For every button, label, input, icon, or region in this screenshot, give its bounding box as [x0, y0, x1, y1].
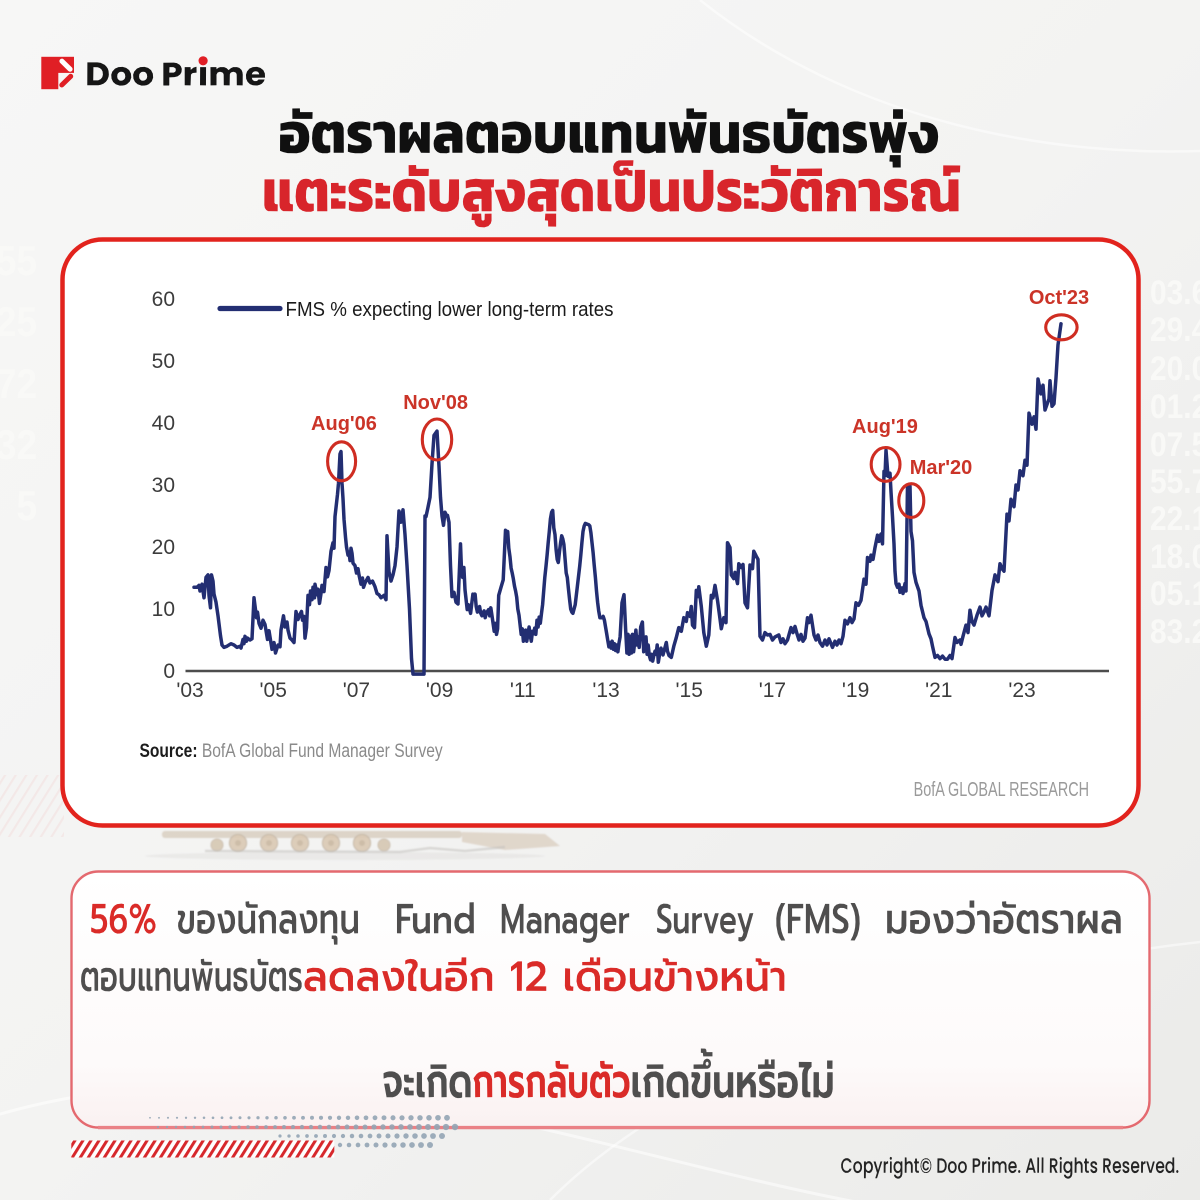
svg-text:20.0: 20.0 [1150, 349, 1200, 387]
svg-text:50: 50 [152, 350, 175, 373]
svg-text:2.55: 2.55 [0, 238, 37, 285]
svg-text:18.0: 18.0 [1150, 537, 1200, 575]
svg-text:'07: '07 [343, 679, 370, 702]
svg-text:03.6: 03.6 [1150, 273, 1200, 311]
svg-text:Nov'08: Nov'08 [403, 392, 468, 414]
svg-text:'09: '09 [426, 679, 453, 702]
svg-text:Aug'19: Aug'19 [852, 416, 918, 438]
svg-text:'11: '11 [510, 679, 536, 702]
svg-text:FMS % expecting lower long-ter: FMS % expecting lower long-term rates [286, 298, 614, 321]
svg-text:5: 5 [16, 483, 37, 530]
svg-text:83.2: 83.2 [1150, 612, 1200, 650]
svg-text:01.2: 01.2 [1150, 387, 1200, 425]
svg-text:'19: '19 [842, 679, 869, 702]
svg-text:'13: '13 [592, 679, 619, 702]
svg-text:40: 40 [152, 412, 175, 435]
svg-text:0: 0 [163, 660, 175, 683]
svg-text:'05: '05 [260, 679, 287, 702]
svg-text:'03: '03 [176, 679, 203, 702]
svg-text:10: 10 [152, 598, 175, 621]
svg-text:72: 72 [0, 361, 37, 408]
svg-text:25: 25 [0, 299, 37, 346]
svg-text:29.4: 29.4 [1150, 310, 1200, 348]
svg-text:'23: '23 [1008, 679, 1035, 702]
svg-text:Source: BofA Global Fund Manag: Source: BofA Global Fund Manager Survey [140, 739, 443, 761]
svg-text:20: 20 [152, 536, 175, 559]
svg-text:07.5: 07.5 [1150, 425, 1200, 463]
svg-text:'15: '15 [676, 679, 703, 702]
svg-text:'17: '17 [759, 679, 786, 702]
svg-text:'21: '21 [925, 679, 952, 702]
svg-text:55.7: 55.7 [1150, 462, 1200, 500]
svg-text:Aug'06: Aug'06 [311, 413, 377, 435]
svg-text:32: 32 [0, 422, 37, 469]
svg-text:60: 60 [152, 288, 175, 311]
svg-text:30: 30 [152, 474, 175, 497]
svg-text:Mar'20: Mar'20 [910, 457, 973, 479]
svg-text:BofA GLOBAL RESEARCH: BofA GLOBAL RESEARCH [914, 778, 1089, 801]
svg-text:22.1: 22.1 [1150, 499, 1200, 537]
svg-text:05.1: 05.1 [1150, 574, 1200, 612]
svg-text:Oct'23: Oct'23 [1029, 287, 1089, 309]
